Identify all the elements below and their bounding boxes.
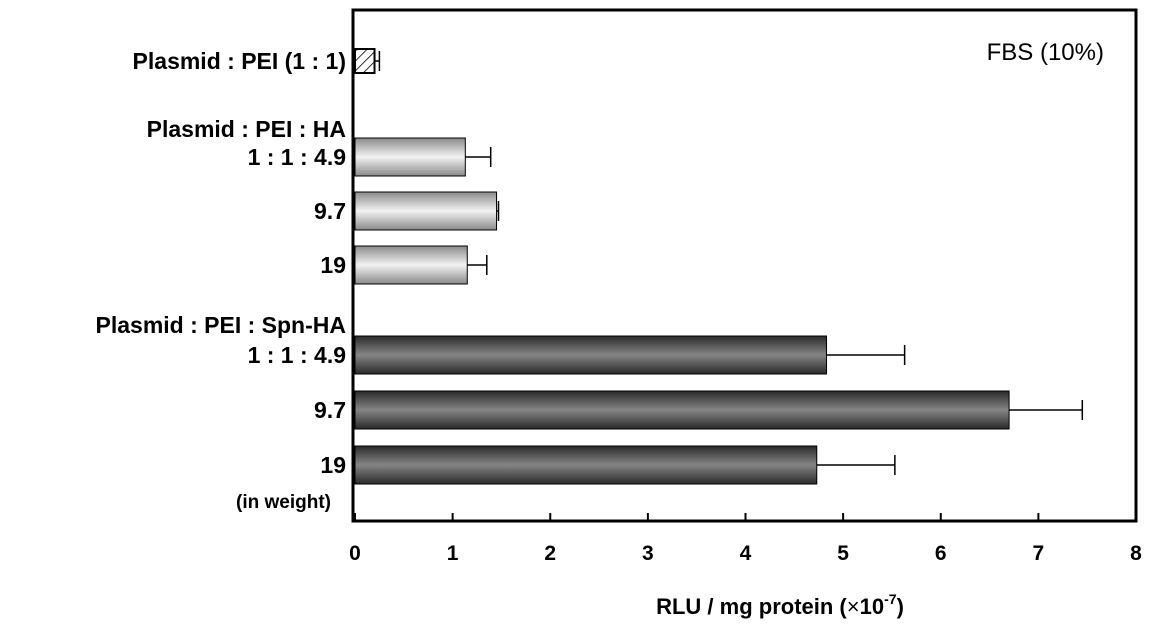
x-axis-title-exp: -7 — [884, 591, 897, 607]
x-axis-title-close: ) — [897, 594, 904, 619]
bar — [354, 191, 498, 231]
footnote-label: (in weight) — [236, 492, 331, 513]
category-label: 9.7 — [314, 198, 346, 224]
x-tick-label: 0 — [349, 542, 361, 565]
x-axis-title: RLU / mg protein (×10-7) — [656, 591, 904, 619]
x-tick-label: 5 — [837, 542, 849, 565]
x-axis-title-base: 10 — [860, 594, 884, 619]
category-labels: Plasmid : PEI (1 : 1) 1 : 1 : 4.9 9.7 19 1 :… — [96, 48, 346, 478]
x-axis-title-mult: × — [847, 594, 860, 619]
bar — [354, 137, 466, 177]
category-label: 9.7 — [314, 397, 346, 423]
annotation-text: FBS (10%) — [987, 39, 1104, 66]
x-tick-label: 3 — [642, 542, 654, 565]
x-tick-label: 2 — [544, 542, 556, 565]
x-axis-ticks: 0 1 2 3 4 5 6 7 8 — [349, 513, 1142, 565]
bar — [354, 48, 376, 74]
x-axis-title-text: RLU / mg protein ( — [656, 594, 847, 619]
category-label: 19 — [320, 252, 346, 278]
category-label: 19 — [320, 452, 346, 478]
category-label: 1 : 1 : 4.9 — [248, 342, 346, 368]
x-tick-label: 7 — [1033, 542, 1045, 565]
category-label: 1 : 1 : 4.9 — [248, 144, 346, 170]
category-label: Plasmid : PEI (1 : 1) — [133, 48, 346, 74]
x-tick-label: 1 — [447, 542, 459, 565]
group-header: Plasmid : PEI : Spn-HA — [96, 312, 346, 338]
bars-layer — [354, 48, 1084, 485]
bar — [354, 245, 468, 285]
bar — [354, 390, 1010, 430]
bar — [354, 335, 828, 375]
group-header: Plasmid : PEI : HA — [147, 116, 346, 142]
bar — [354, 445, 818, 485]
x-tick-label: 6 — [935, 542, 947, 565]
x-tick-label: 4 — [740, 542, 752, 565]
x-tick-label: 8 — [1130, 542, 1142, 565]
